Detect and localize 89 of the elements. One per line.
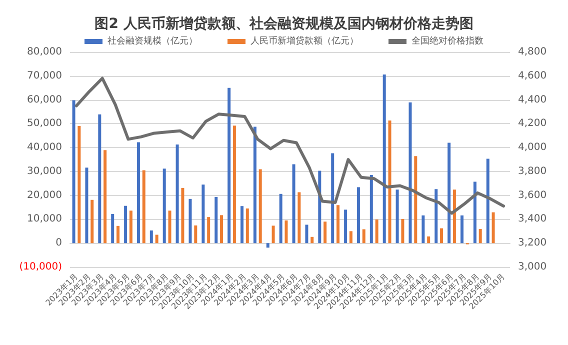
bar xyxy=(240,206,244,244)
bar xyxy=(382,74,386,244)
line-series xyxy=(74,76,506,215)
bar xyxy=(194,225,198,244)
bar xyxy=(104,150,107,244)
bar xyxy=(228,88,231,244)
legend-label: 社会融资规模（亿元） xyxy=(108,36,198,46)
y2-tick-label: 3,400 xyxy=(518,214,547,225)
bar xyxy=(214,197,218,244)
bar xyxy=(207,217,210,244)
bar xyxy=(460,215,464,244)
y2-tick-label: 4,800 xyxy=(518,46,547,58)
bar xyxy=(310,236,314,244)
bar xyxy=(72,100,76,244)
y2-tick-label: 4,000 xyxy=(518,142,547,154)
bar xyxy=(202,184,205,244)
bar xyxy=(284,220,288,244)
bar xyxy=(272,226,275,244)
y-tick-label: 80,000 xyxy=(27,46,62,58)
y-tick-label: 30,000 xyxy=(27,166,62,177)
y-tick-label: (10,000) xyxy=(19,262,62,272)
bar xyxy=(298,192,301,244)
y-tick-label: 40,000 xyxy=(27,142,62,154)
legend-label: 全国绝对价格指数 xyxy=(412,36,484,46)
bar xyxy=(331,153,334,244)
bar xyxy=(362,229,366,244)
bar xyxy=(232,126,236,244)
y2-tick-label: 3,600 xyxy=(518,190,547,201)
legend-label: 人民币新增贷款额（亿元） xyxy=(250,36,358,46)
bar xyxy=(452,190,456,244)
y2-tick-label: 3,000 xyxy=(518,262,547,272)
bar xyxy=(176,144,179,244)
bar xyxy=(440,228,444,244)
bar xyxy=(401,218,404,244)
bar xyxy=(78,126,81,244)
bar xyxy=(85,168,88,244)
bar xyxy=(181,188,184,244)
bar xyxy=(150,230,153,244)
bar xyxy=(258,169,262,244)
bar xyxy=(324,222,327,244)
bar xyxy=(155,234,158,244)
bar xyxy=(388,120,392,244)
y-tick-label: 50,000 xyxy=(27,118,62,130)
bar xyxy=(305,224,308,244)
y2-tick-label: 4,400 xyxy=(518,94,547,106)
bar xyxy=(344,210,348,244)
bar xyxy=(448,142,451,244)
bar xyxy=(473,182,476,244)
bar xyxy=(90,200,94,244)
bar xyxy=(116,226,120,244)
bar xyxy=(492,212,495,244)
bar xyxy=(124,206,128,244)
bar xyxy=(478,229,482,244)
bar xyxy=(486,158,490,244)
y-tick-label: 10,000 xyxy=(27,214,62,225)
bar xyxy=(408,102,412,244)
bar xyxy=(188,198,192,244)
chart-title: 图2 人民币新增贷款额、社会融资规模及国内钢材价格走势图 xyxy=(94,15,474,32)
bar xyxy=(356,187,360,244)
bar xyxy=(266,243,270,248)
y-tick-label: 70,000 xyxy=(27,70,62,82)
bar xyxy=(279,194,282,244)
bar xyxy=(246,208,249,244)
y-tick-label: 60,000 xyxy=(27,94,62,106)
bar xyxy=(136,142,140,244)
bar xyxy=(98,114,102,244)
bar xyxy=(162,168,166,244)
y2-tick-label: 4,600 xyxy=(518,70,547,82)
bar xyxy=(414,156,418,244)
bar xyxy=(129,210,132,244)
bar xyxy=(370,175,373,244)
bar xyxy=(220,215,224,244)
y2-tick-label: 3,800 xyxy=(518,166,547,177)
y-tick-label: 20,000 xyxy=(27,190,62,201)
bar xyxy=(142,170,146,244)
bar xyxy=(168,210,172,244)
bar xyxy=(427,236,430,244)
y-tick-label: 0 xyxy=(56,238,62,249)
y2-tick-label: 4,200 xyxy=(518,118,547,130)
bar xyxy=(336,205,340,244)
bar xyxy=(422,215,425,244)
bar xyxy=(253,126,256,244)
bar xyxy=(111,214,114,244)
bar xyxy=(292,164,296,244)
bar xyxy=(434,189,438,244)
bar xyxy=(375,219,378,244)
bar xyxy=(396,190,399,244)
y2-tick-label: 3,200 xyxy=(518,238,547,249)
bar xyxy=(349,231,352,244)
